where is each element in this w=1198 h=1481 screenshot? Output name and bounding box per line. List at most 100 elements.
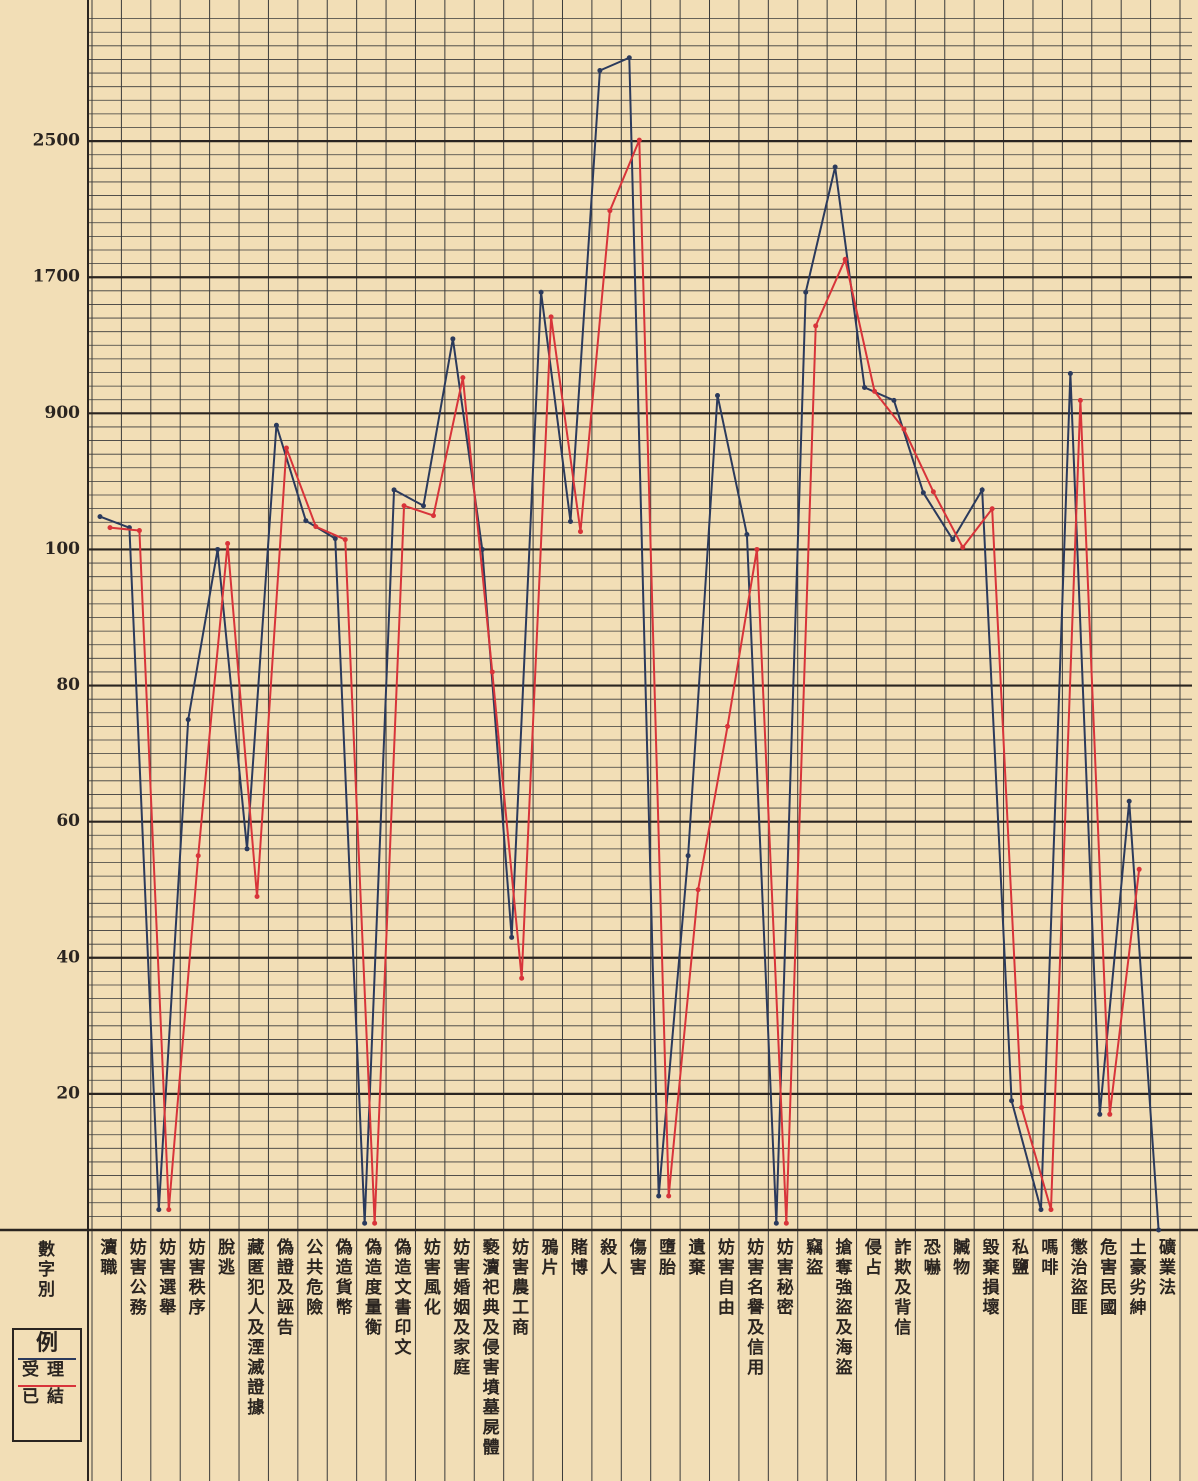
point xyxy=(244,846,250,852)
point xyxy=(185,717,191,723)
y-tick-label: 20 xyxy=(56,1083,80,1103)
point xyxy=(920,490,926,496)
point xyxy=(156,1207,162,1213)
x-tick-label: 竊盜 xyxy=(802,1238,823,1278)
x-tick-label: 妨害公務 xyxy=(125,1238,146,1318)
point xyxy=(372,1220,378,1226)
legend-label: 受理 xyxy=(22,1360,72,1380)
legend-entry: 受理 xyxy=(14,1357,80,1384)
y-tick-label: 80 xyxy=(56,675,80,695)
point xyxy=(489,669,495,675)
point xyxy=(362,1220,368,1226)
point xyxy=(803,289,809,295)
point xyxy=(872,388,878,394)
point xyxy=(989,506,995,512)
point xyxy=(332,536,338,542)
point xyxy=(666,1193,672,1199)
point xyxy=(342,537,348,543)
point xyxy=(626,55,632,61)
x-tick-label: 詐欺及背信 xyxy=(890,1238,911,1338)
point xyxy=(225,540,231,546)
point xyxy=(430,513,436,519)
point xyxy=(842,256,848,262)
x-tick-label: 妨害農工商 xyxy=(508,1238,529,1338)
point xyxy=(930,489,936,495)
x-tick-label: 侵占 xyxy=(860,1238,881,1278)
x-tick-label: 妨害名譽及信用 xyxy=(743,1238,764,1378)
point xyxy=(607,208,613,214)
x-tick-label: 遺棄 xyxy=(684,1238,705,1278)
x-tick-label: 妨害自由 xyxy=(713,1238,734,1318)
legend-entry: 已結 xyxy=(14,1384,80,1411)
x-tick-label: 傷害 xyxy=(625,1238,646,1278)
y-tick-label: 60 xyxy=(56,811,80,831)
point xyxy=(1038,1207,1044,1213)
point xyxy=(401,503,407,509)
x-tick-label: 偽造文書印文 xyxy=(390,1238,411,1358)
x-tick-label: 嗎啡 xyxy=(1037,1238,1058,1278)
point xyxy=(1048,1207,1054,1213)
legend-label: 已結 xyxy=(22,1387,72,1407)
x-tick-label: 藏匿犯人及湮滅證據 xyxy=(243,1238,264,1418)
point xyxy=(1067,371,1073,377)
point xyxy=(1126,798,1132,804)
x-tick-label: 瀆職 xyxy=(96,1238,117,1278)
point xyxy=(725,723,731,729)
point xyxy=(695,887,701,893)
point xyxy=(656,1193,662,1199)
x-tick-label: 賭博 xyxy=(566,1238,587,1278)
x-tick-label: 妨害選舉 xyxy=(155,1238,176,1318)
point xyxy=(979,487,985,493)
y-tick-label: 1700 xyxy=(33,267,80,287)
x-tick-label: 妨害秩序 xyxy=(184,1238,205,1318)
point xyxy=(215,546,221,552)
x-tick-label: 偽證及誣告 xyxy=(272,1238,293,1338)
point xyxy=(166,1207,172,1213)
point xyxy=(391,487,397,493)
x-tick-label: 偽造度量衡 xyxy=(361,1238,382,1338)
point xyxy=(685,853,691,859)
point xyxy=(636,137,642,143)
point xyxy=(136,528,142,534)
point xyxy=(901,426,907,432)
y-tick-label: 900 xyxy=(45,403,81,423)
point xyxy=(1156,1227,1162,1233)
legend-title: 例 xyxy=(35,1330,58,1356)
series-line xyxy=(99,56,1160,1231)
point xyxy=(97,514,103,520)
point xyxy=(460,375,466,381)
point xyxy=(960,544,966,550)
point xyxy=(450,336,456,342)
point xyxy=(195,853,201,859)
point xyxy=(1136,866,1142,872)
x-tick-label: 偽造貨幣 xyxy=(331,1238,352,1318)
point xyxy=(597,68,603,74)
legend: 例 受理 已結 xyxy=(12,1328,82,1442)
x-tick-label: 贓物 xyxy=(949,1238,970,1278)
point xyxy=(1009,1098,1015,1104)
point xyxy=(813,323,819,329)
point xyxy=(509,934,515,940)
x-tick-label: 鴉片 xyxy=(537,1238,558,1278)
x-tick-label: 毀棄損壞 xyxy=(978,1238,999,1318)
x-tick-label: 搶奪強盜及海盜 xyxy=(831,1238,852,1378)
point xyxy=(519,975,525,981)
series-line xyxy=(109,139,1141,1224)
point xyxy=(1077,397,1083,403)
y-tick-label: 100 xyxy=(45,539,81,559)
point xyxy=(283,445,289,451)
point xyxy=(783,1220,789,1226)
x-tick-label: 懲治盜匪 xyxy=(1066,1238,1087,1318)
axis-header: 數字別 xyxy=(34,1240,54,1300)
x-tick-label: 礦業法 xyxy=(1154,1238,1175,1298)
point xyxy=(832,164,838,170)
x-tick-label: 私鹽 xyxy=(1007,1238,1028,1278)
point xyxy=(1097,1111,1103,1117)
point xyxy=(107,525,113,531)
x-tick-label: 妨害風化 xyxy=(419,1238,440,1318)
point xyxy=(254,894,260,900)
point xyxy=(313,524,319,530)
x-tick-label: 土豪劣紳 xyxy=(1125,1238,1146,1318)
point xyxy=(577,529,583,535)
